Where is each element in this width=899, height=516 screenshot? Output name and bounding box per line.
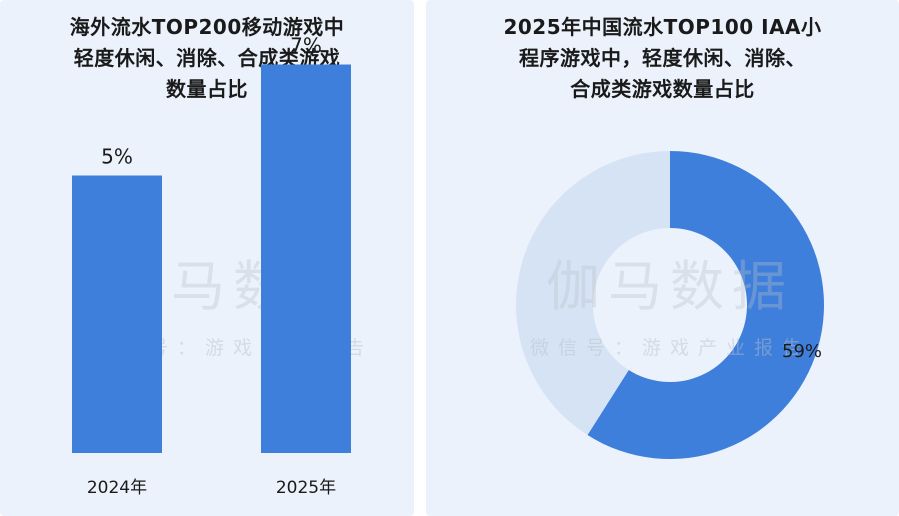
bar-1 [261,64,351,453]
watermark-main: 伽马数据 [546,255,794,318]
watermark-sub: 微信号：游戏产业报告 [530,337,810,359]
category-label-0: 2024年 [87,478,147,498]
bar-chart-title-line-3: 数量占比 [166,77,248,101]
donut-slices [516,151,825,459]
donut-chart-title-line-2: 程序游戏中，轻度休闲、消除、 [519,46,806,70]
category-label-1: 2025年 [276,478,336,498]
donut-labels: 59% [782,341,822,362]
bar-chart-title: 海外流水TOP200移动游戏中 轻度休闲、消除、合成类游戏 数量占比 [0,12,414,105]
donut-slice-1 [516,151,670,436]
bar-value-label-1: 7% [290,34,322,58]
donut-chart-panel: 2025年中国流水TOP100 IAA小 程序游戏中，轻度休闲、消除、 合成类游… [426,0,899,516]
donut-chart: 伽马数据 微信号：游戏产业报告 59% [516,151,825,459]
donut-chart-title-line-1: 2025年中国流水TOP100 IAA小 [503,15,822,39]
watermark: 伽马数据 微信号：游戏产业报告 [530,255,810,359]
bar-chart-panel: 海外流水TOP200移动游戏中 轻度休闲、消除、合成类游戏 数量占比 伽马数据 … [0,0,414,516]
bar-0 [72,175,162,453]
donut-chart-title-line-3: 合成类游戏数量占比 [570,77,755,101]
donut-chart-title: 2025年中国流水TOP100 IAA小 程序游戏中，轻度休闲、消除、 合成类游… [426,12,899,105]
bar-chart-title-line-1: 海外流水TOP200移动游戏中 [69,15,345,39]
donut-slice-label-0: 59% [782,341,822,362]
bar-value-label-0: 5% [101,145,133,169]
bar-series: 5% 2024年 7% 2025年 [72,34,351,498]
donut-slice-0 [587,151,825,459]
